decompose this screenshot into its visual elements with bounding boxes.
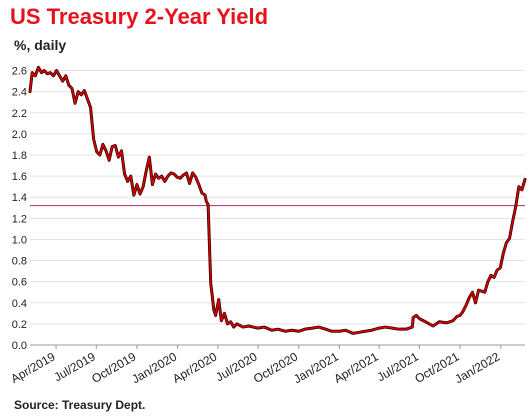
source-note: Source: Treasury Dept. [14, 398, 146, 412]
y-tick-label: 0.2 [12, 319, 27, 331]
y-tick-label: 2.0 [12, 129, 27, 141]
x-tick-label: Apr/2019 [8, 349, 57, 386]
x-tick-labels: Apr/2019Jul/2019Oct/2019Jan/2020Apr/2020… [8, 349, 502, 386]
y-tick-label: 0.4 [12, 298, 27, 310]
x-tick-label: Oct/2020 [251, 349, 300, 386]
axes [30, 344, 525, 349]
y-tick-labels: 0.0 0.2 0.4 0.6 0.8 1.0 1.2 1.4 1.6 1.8 2.0 2.2 2.4 2… [12, 66, 27, 352]
y-tick-label: 1.0 [12, 234, 27, 246]
y-tick-label: 1.2 [12, 213, 27, 225]
y-tick-label: 1.8 [12, 150, 27, 162]
y-tick-label: 1.6 [12, 171, 27, 183]
x-tick-label: Apr/2021 [331, 349, 380, 386]
series-line [29, 66, 526, 335]
x-tick-label: Oct/2019 [89, 349, 138, 386]
x-tick-label: Oct/2021 [412, 349, 461, 386]
gridlines [30, 70, 525, 325]
x-tick-label: Jan/2020 [129, 349, 179, 386]
y-tick-label: 2.6 [12, 66, 27, 78]
chart-title: US Treasury 2-Year Yield [10, 4, 269, 29]
x-tick-label: Jul/2019 [51, 349, 98, 384]
series-group [28, 65, 527, 335]
chart-subtitle: %, daily [14, 37, 67, 53]
series-line-shadow [28, 65, 527, 335]
x-tick-label: Jan/2021 [291, 349, 341, 386]
y-tick-label: 2.4 [12, 87, 27, 99]
y-tick-label: 0.8 [12, 256, 27, 268]
x-tick-label: Apr/2020 [170, 349, 219, 386]
y-tick-label: 0.0 [12, 340, 27, 352]
x-tick-label: Jul/2020 [213, 349, 260, 384]
y-tick-label: 1.4 [12, 192, 27, 204]
y-tick-label: 0.6 [12, 277, 27, 289]
x-tick-label: Jul/2021 [375, 349, 422, 384]
y-tick-label: 2.2 [12, 108, 27, 120]
x-tick-label: Jan/2022 [452, 349, 502, 386]
